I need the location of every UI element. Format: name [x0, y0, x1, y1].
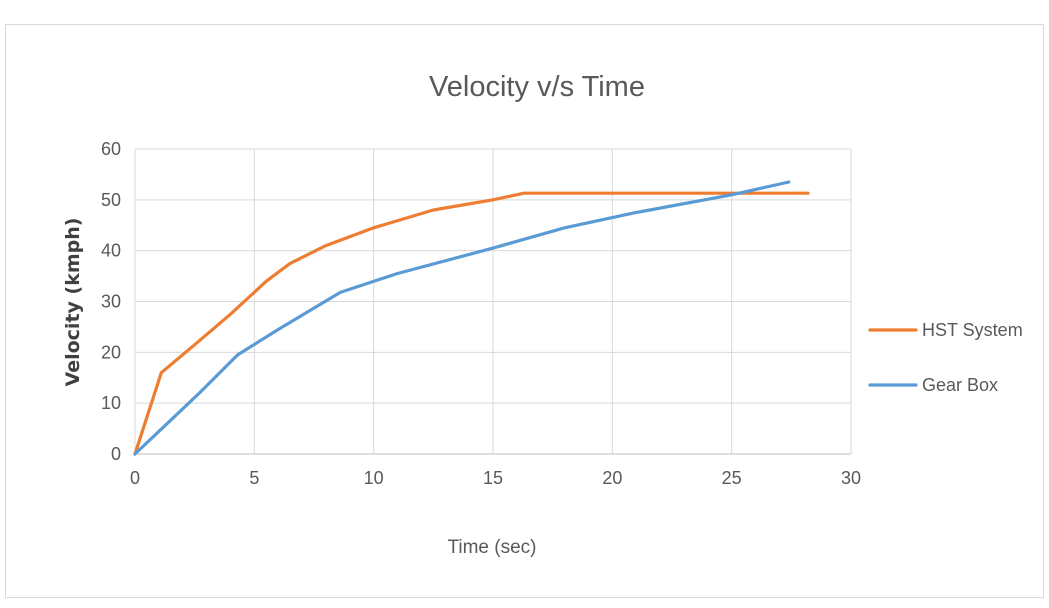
chart-area [5, 24, 1044, 598]
series-line-hst-system [133, 191, 810, 456]
x-axis-title: Time (sec) [447, 537, 536, 558]
series-lines [133, 180, 810, 456]
y-tick-label: 60 [101, 139, 121, 159]
y-tick-label: 0 [111, 444, 121, 464]
x-tick-label: 30 [841, 468, 861, 488]
legend-label-hst-system: HST System [922, 320, 1023, 340]
x-tick-label: 10 [364, 468, 384, 488]
tick-labels: 0 10 20 30 40 50 60 0 5 10 15 20 25 30 [101, 139, 861, 488]
x-tick-label: 25 [722, 468, 742, 488]
series-line-gear-box [133, 180, 791, 456]
x-tick-label: 20 [602, 468, 622, 488]
x-tick-label: 0 [130, 468, 140, 488]
axes [134, 149, 851, 455]
legend-label-gear-box: Gear Box [922, 375, 998, 395]
chart-title: Velocity v/s Time [429, 71, 645, 103]
y-tick-label: 10 [101, 393, 121, 413]
y-axis-title: Velocity (kmph) [62, 218, 84, 387]
legend: HST System Gear Box [868, 320, 1023, 395]
y-tick-label: 40 [101, 241, 121, 261]
x-tick-label: 5 [249, 468, 259, 488]
y-tick-label: 30 [101, 292, 121, 312]
x-tick-label: 15 [483, 468, 503, 488]
y-tick-label: 20 [101, 342, 121, 362]
y-tick-label: 50 [101, 190, 121, 210]
